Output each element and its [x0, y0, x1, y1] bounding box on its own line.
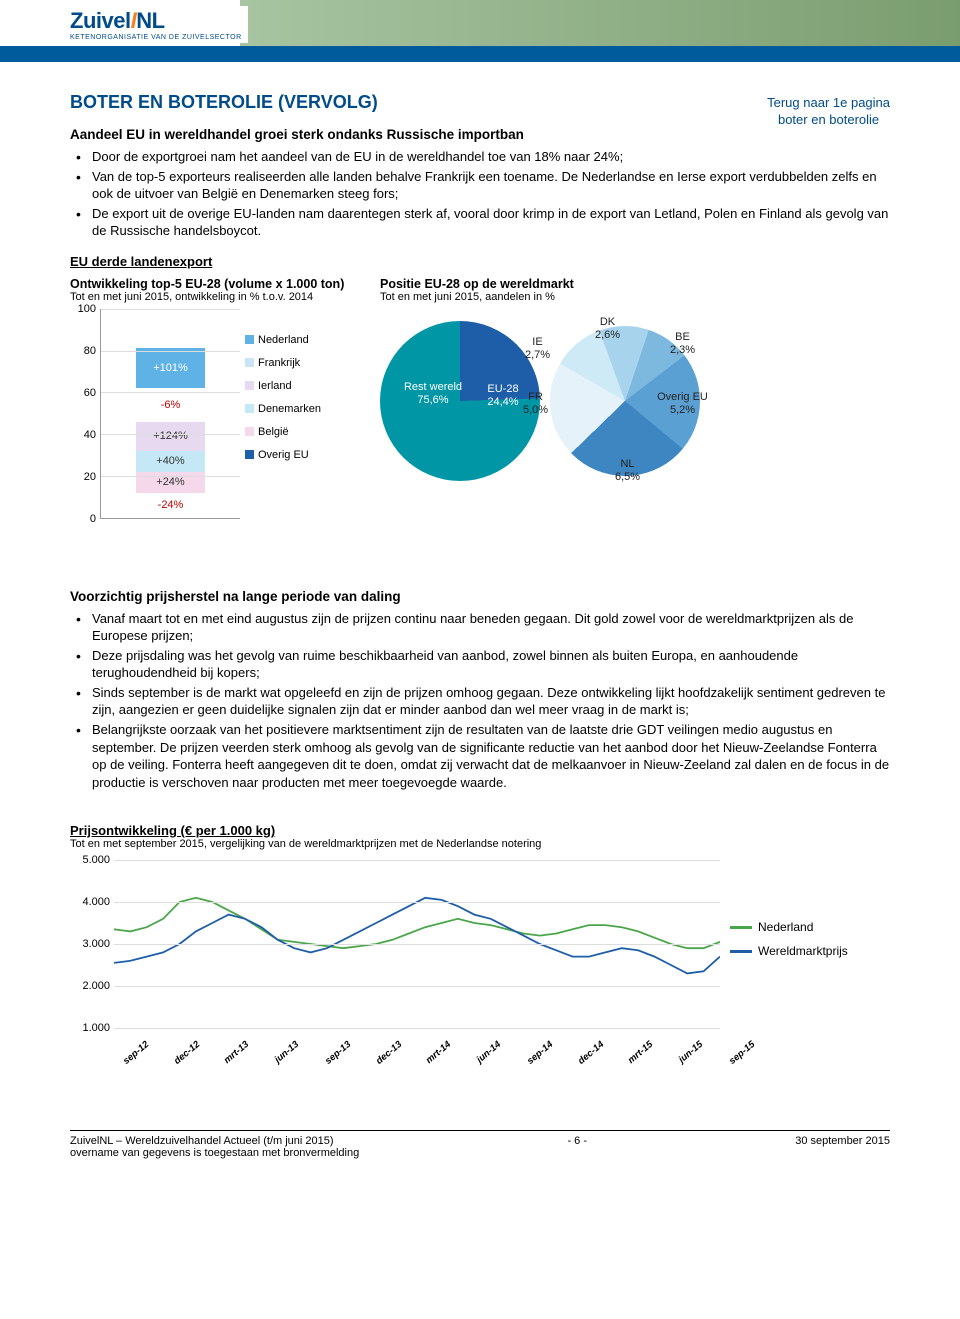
bar-segment: +24%: [136, 472, 206, 493]
footer-left-2: overname van gegevens is toegestaan met …: [70, 1147, 359, 1159]
x-tick: mrt-15: [626, 1039, 655, 1066]
x-tick: mrt-14: [424, 1039, 453, 1066]
x-tick: jun-13: [272, 1039, 301, 1065]
pie-chart-title: Positie EU-28 op de wereldmarkt: [380, 277, 890, 291]
logo-text-post: NL: [136, 8, 164, 33]
bullet-item: Vanaf maart tot en met eind augustus zij…: [70, 610, 890, 645]
y-tick: 4.000: [82, 896, 110, 908]
legend-item: Denemarken: [245, 403, 330, 415]
sub-heading-2: EU derde landenexport: [70, 254, 890, 269]
bar-chart: Ontwikkeling top-5 EU-28 (volume x 1.000…: [70, 277, 350, 539]
page-header: ZuivelINL KETENORGANISATIE VAN DE ZUIVEL…: [0, 0, 960, 62]
y-tick: 3.000: [82, 938, 110, 950]
line-series: [114, 898, 720, 948]
pie-slice-label: IE2,7%: [510, 336, 565, 362]
pie-slice-label: FR5,0%: [508, 391, 563, 417]
pie-eu-breakdown: IE2,7%DK2,6%BE2,3%Overig EU5,2%NL6,5%FR5…: [550, 326, 700, 476]
logo-subtitle: KETENORGANISATIE VAN DE ZUIVELSECTOR: [70, 34, 242, 41]
y-tick: 2.000: [82, 980, 110, 992]
legend-item: Frankrijk: [245, 357, 330, 369]
line-chart: 1.0002.0003.0004.0005.000 sep-12dec-12mr…: [70, 860, 880, 1050]
pie-chart: Positie EU-28 op de wereldmarkt Tot en m…: [380, 277, 890, 481]
bullet-list-2: Vanaf maart tot en met eind augustus zij…: [70, 610, 890, 791]
legend-item: Nederland: [730, 920, 880, 934]
x-tick: mrt-13: [222, 1039, 251, 1066]
y-tick: 20: [84, 471, 96, 483]
y-tick: 1.000: [82, 1022, 110, 1034]
bullet-item: Belangrijkste oorzaak van het positiever…: [70, 721, 890, 791]
pie-slice-label: BE2,3%: [655, 331, 710, 357]
sub-heading-3: Voorzichtig prijsherstel na lange period…: [70, 589, 890, 604]
x-tick: dec-12: [172, 1039, 202, 1067]
footer-left-1: ZuivelNL – Wereldzuivelhandel Actueel (t…: [70, 1135, 359, 1147]
legend-item: Nederland: [245, 334, 330, 346]
y-tick: 40: [84, 429, 96, 441]
line-series: [114, 898, 720, 974]
bullet-item: Sinds september is de markt wat opgeleef…: [70, 684, 890, 719]
pie-slice-label: DK2,6%: [580, 316, 635, 342]
bullet-item: De export uit de overige EU-landen nam d…: [70, 205, 890, 240]
pie-chart-sub: Tot en met juni 2015, aandelen in %: [380, 291, 890, 303]
y-tick: 0: [90, 513, 96, 525]
x-tick: jun-15: [676, 1039, 705, 1065]
line-chart-sub: Tot en met september 2015, vergelijking …: [70, 838, 890, 850]
back-link-line1: Terug naar 1e pagina: [767, 95, 890, 112]
bullet-list-1: Door de exportgroei nam het aandeel van …: [70, 148, 890, 240]
page-footer: ZuivelNL – Wereldzuivelhandel Actueel (t…: [70, 1130, 890, 1159]
line-chart-title: Prijsontwikkeling (€ per 1.000 kg): [70, 823, 890, 838]
back-link[interactable]: Terug naar 1e pagina boter en boterolie: [767, 92, 890, 129]
logo: ZuivelINL KETENORGANISATIE VAN DE ZUIVEL…: [70, 6, 248, 43]
bar-segment: -24%: [136, 493, 206, 518]
bar-chart-title: Ontwikkeling top-5 EU-28 (volume x 1.000…: [70, 277, 350, 291]
y-tick: 60: [84, 387, 96, 399]
footer-date: 30 september 2015: [795, 1135, 890, 1159]
legend-item: Wereldmarktprijs: [730, 944, 880, 958]
bar-segment: +101%: [136, 348, 206, 388]
x-tick: dec-13: [374, 1039, 404, 1067]
x-tick: sep-13: [323, 1039, 353, 1067]
y-tick: 5.000: [82, 854, 110, 866]
x-tick: sep-12: [121, 1039, 151, 1067]
bar-segment: +124%: [136, 422, 206, 451]
legend-item: België: [245, 426, 330, 438]
sub-heading-1: Aandeel EU in wereldhandel groei sterk o…: [70, 127, 890, 142]
bullet-item: Door de exportgroei nam het aandeel van …: [70, 148, 890, 166]
bar-chart-sub: Tot en met juni 2015, ontwikkeling in % …: [70, 291, 350, 303]
legend-item: Overig EU: [245, 449, 330, 461]
x-tick: dec-14: [576, 1039, 606, 1067]
x-tick: jun-14: [474, 1039, 503, 1065]
bar-segment: +40%: [136, 451, 206, 472]
logo-text-pre: Zuivel: [70, 8, 131, 33]
bullet-item: Deze prijsdaling was het gevolg van ruim…: [70, 647, 890, 682]
pie-slice-label: Overig EU5,2%: [655, 391, 710, 417]
y-tick: 80: [84, 345, 96, 357]
x-tick: sep-14: [525, 1039, 555, 1067]
pie-slice-label: NL6,5%: [600, 458, 655, 484]
y-tick: 100: [78, 303, 96, 315]
footer-page: - 6 -: [567, 1135, 587, 1159]
bullet-item: Van de top-5 exporteurs realiseerden all…: [70, 168, 890, 203]
back-link-line2: boter en boterolie: [767, 112, 890, 129]
x-tick: sep-15: [727, 1039, 757, 1067]
legend-item: Ierland: [245, 380, 330, 392]
pie-label-rest: Rest wereld 75,6%: [398, 381, 468, 407]
